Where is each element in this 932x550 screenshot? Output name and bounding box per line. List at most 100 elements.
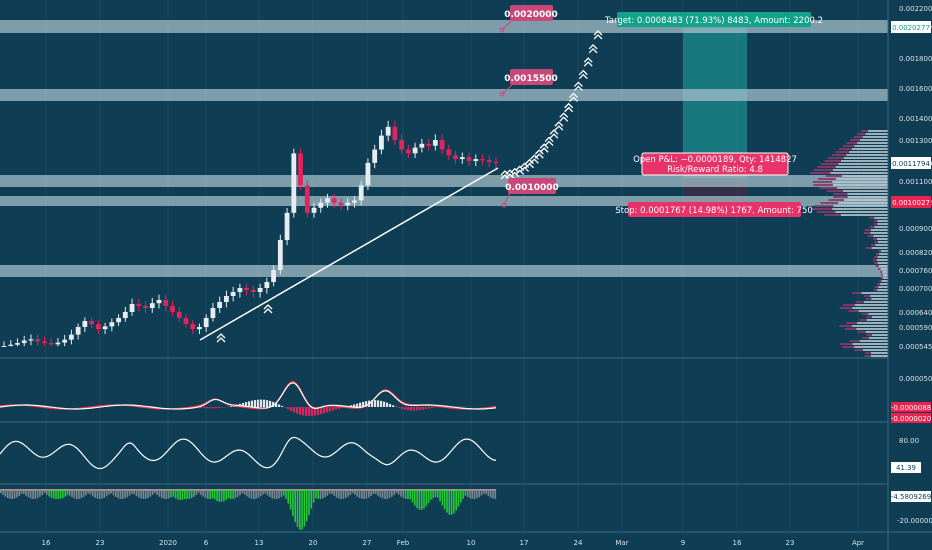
candle-body	[116, 318, 121, 323]
volume-bar-down	[835, 151, 850, 153]
osc-bar	[409, 490, 411, 500]
level-mid-tag[interactable]: 0.0015500	[504, 74, 558, 84]
volume-bar	[879, 283, 888, 285]
volume-bar-down	[850, 139, 860, 141]
osc-bar	[430, 490, 432, 500]
volume-bar-down	[863, 295, 871, 297]
osc-bar	[246, 490, 248, 497]
volume-bar-down	[812, 208, 833, 210]
macd-hist	[365, 401, 368, 407]
volume-bar	[877, 220, 888, 222]
osc-bar	[138, 490, 140, 498]
volume-bar	[835, 211, 888, 213]
candle-body	[156, 300, 162, 304]
osc-bar	[232, 490, 234, 499]
osc-bar	[13, 490, 16, 499]
osc-bar	[432, 490, 434, 499]
pnl-label-line1[interactable]: Open P&L: −0.0000189, Qty: 1414827	[633, 155, 797, 165]
osc-bar	[234, 490, 237, 499]
volume-bar-down	[814, 205, 834, 207]
osc-bar	[112, 490, 115, 496]
osc-bar	[66, 490, 69, 496]
macd-hist	[380, 400, 383, 407]
volume-bar-down	[869, 217, 875, 219]
volume-bar	[830, 172, 888, 174]
volume-bar-down	[869, 226, 875, 228]
osc-bar	[292, 490, 294, 516]
stop-label[interactable]: Stop: 0.0001767 (14.98%) 1767, Amount: 7…	[615, 206, 813, 216]
trendline[interactable]	[199, 167, 499, 341]
macd-hist	[323, 407, 326, 414]
level-high-tag[interactable]: 0.0020000	[504, 10, 558, 20]
macd-hist	[305, 407, 308, 416]
candle-body	[8, 344, 14, 346]
volume-bar-down	[873, 220, 878, 222]
osc-bar	[347, 490, 349, 497]
pnl-label-line2[interactable]: Risk/Reward Ratio: 4.8	[667, 165, 763, 175]
osc-bar	[16, 490, 18, 498]
target-label[interactable]: Target: 0.0008483 (71.93%) 8483, Amount:…	[604, 16, 823, 26]
candle-body	[21, 340, 27, 344]
macd-hist	[308, 407, 311, 417]
volume-bar-down	[878, 250, 881, 252]
projection-chevrons	[216, 30, 603, 343]
macd-tag2-bg	[891, 413, 931, 423]
chevron	[554, 125, 564, 131]
volume-bar-down	[880, 271, 883, 273]
time-axis[interactable]: 16 23 2020 6 13 20 27 Feb 10 17 24 Mar 9 16 23 Apr	[42, 539, 865, 547]
volume-bar	[838, 202, 888, 204]
chevron	[559, 116, 569, 122]
macd-hist	[383, 401, 386, 407]
volume-bar-down	[861, 313, 869, 315]
osc-bar	[46, 490, 48, 495]
osc-bar	[370, 490, 372, 496]
macd-hist	[221, 407, 224, 408]
volume-bar-down	[839, 148, 852, 150]
osc-bar	[69, 490, 71, 496]
volume-bar	[841, 160, 888, 162]
candle-body	[15, 343, 20, 345]
volume-bar	[875, 244, 888, 246]
osc-bar	[239, 490, 241, 496]
volume-bar-down	[872, 238, 877, 240]
macd-hist	[230, 406, 233, 407]
volume-bar-down	[824, 160, 841, 162]
osc-bar	[402, 490, 405, 498]
chevron	[520, 166, 530, 172]
volume-bar	[836, 178, 888, 180]
osc-bar	[119, 490, 122, 499]
zone-band	[0, 175, 888, 187]
volume-bar-down	[853, 136, 863, 138]
volume-bar-down	[845, 328, 857, 330]
volume-bar-down	[832, 193, 848, 195]
chevron	[510, 171, 520, 178]
volume-bar-down	[881, 274, 883, 276]
volume-bar	[868, 313, 888, 315]
volume-bar	[877, 262, 888, 264]
osc-bar	[315, 490, 317, 499]
osc-bar	[466, 490, 469, 497]
candle-body	[480, 159, 485, 161]
stop-price-tag-bg	[891, 196, 931, 208]
osc-bar	[338, 490, 340, 499]
volume-bar	[871, 247, 888, 249]
level-low-tag[interactable]: 0.0010000	[505, 183, 559, 193]
volume-bar	[873, 235, 888, 237]
volume-bar	[874, 217, 888, 219]
volume-bar	[878, 286, 888, 288]
candle-body	[304, 185, 310, 213]
candle-body	[217, 302, 223, 308]
macd-line	[0, 382, 497, 410]
osc-bar	[271, 490, 273, 499]
volume-bar	[858, 310, 888, 312]
chevron	[263, 304, 273, 310]
macd-hist	[314, 407, 317, 416]
volume-bar	[854, 346, 888, 348]
time-tick-label: Mar	[615, 539, 628, 547]
osc-bar	[80, 490, 83, 499]
